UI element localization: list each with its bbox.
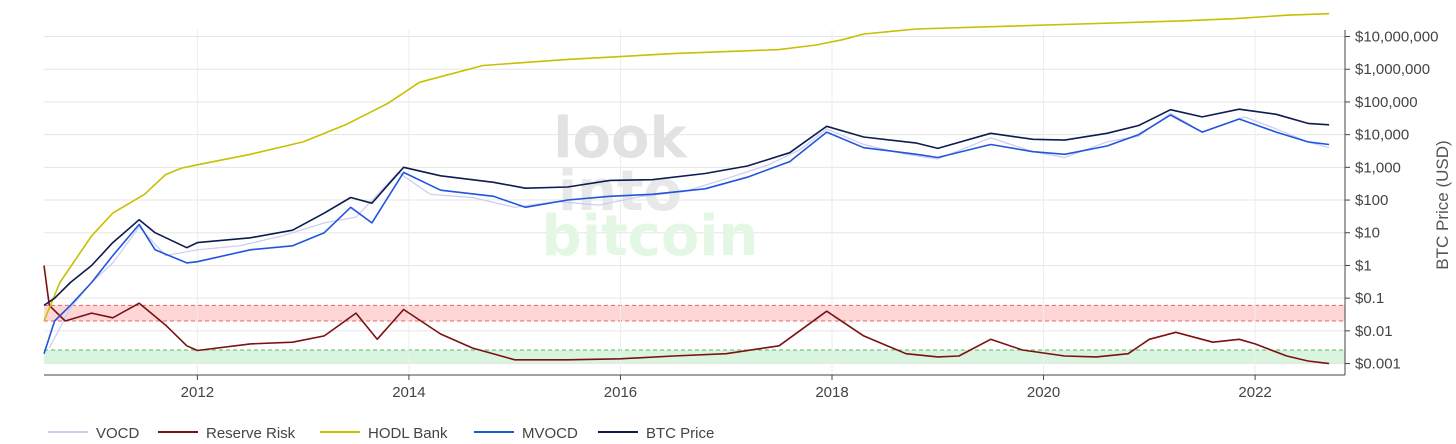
y-tick-label: $10,000,000	[1355, 29, 1438, 46]
watermark: look into bitcoin	[542, 106, 759, 269]
x-tick-label: 2022	[1238, 384, 1271, 401]
y-tick-label: $0.001	[1355, 356, 1401, 373]
watermark-line-2: into	[558, 159, 682, 224]
x-tick-label: 2020	[1027, 384, 1060, 401]
y-tick-label: $1	[1355, 257, 1372, 274]
series-lines	[43, 12, 1330, 365]
series-line-hodl-bank	[43, 12, 1330, 322]
legend-label-hodl-bank[interactable]: HODL Bank	[368, 425, 448, 442]
legend-label-btc-price[interactable]: BTC Price	[646, 425, 714, 442]
legend-label-vocd[interactable]: VOCD	[96, 425, 140, 442]
y-tick-label: $10	[1355, 225, 1380, 242]
y-tick-label: $10,000	[1355, 127, 1409, 144]
legend-label-reserve-risk[interactable]: Reserve Risk	[206, 425, 296, 442]
grid	[44, 30, 1345, 375]
series-line-reserve-risk	[43, 265, 1330, 365]
y-axis-label: BTC Price (USD)	[1433, 140, 1452, 269]
y-tick-label: $0.01	[1355, 323, 1393, 340]
low-risk-band	[44, 349, 1345, 364]
x-tick-label: 2014	[392, 384, 425, 401]
x-tick-label: 2018	[815, 384, 848, 401]
watermark-line-1: look	[553, 106, 688, 171]
risk-bands	[44, 304, 1345, 365]
series-line-mvocd	[43, 114, 1330, 354]
legend-label-mvocd[interactable]: MVOCD	[522, 425, 578, 442]
x-tick-label: 2016	[604, 384, 637, 401]
axes: 2012 2014 2016 2018 2020 2022 $10,000,000 $1,00…	[44, 29, 1438, 401]
watermark-line-3: bitcoin	[542, 204, 759, 269]
y-tick-label: $0.1	[1355, 290, 1384, 307]
x-tick-label: 2012	[181, 384, 214, 401]
high-risk-band	[44, 305, 1345, 322]
y-tick-label: $1,000	[1355, 159, 1401, 176]
y-tick-label: $1,000,000	[1355, 61, 1430, 78]
y-tick-label: $100	[1355, 192, 1388, 209]
legend: VOCD Reserve Risk HODL Bank MVOCD BTC Price	[48, 425, 714, 442]
y-tick-label: $100,000	[1355, 94, 1418, 111]
series-line-btc-price	[43, 108, 1330, 307]
